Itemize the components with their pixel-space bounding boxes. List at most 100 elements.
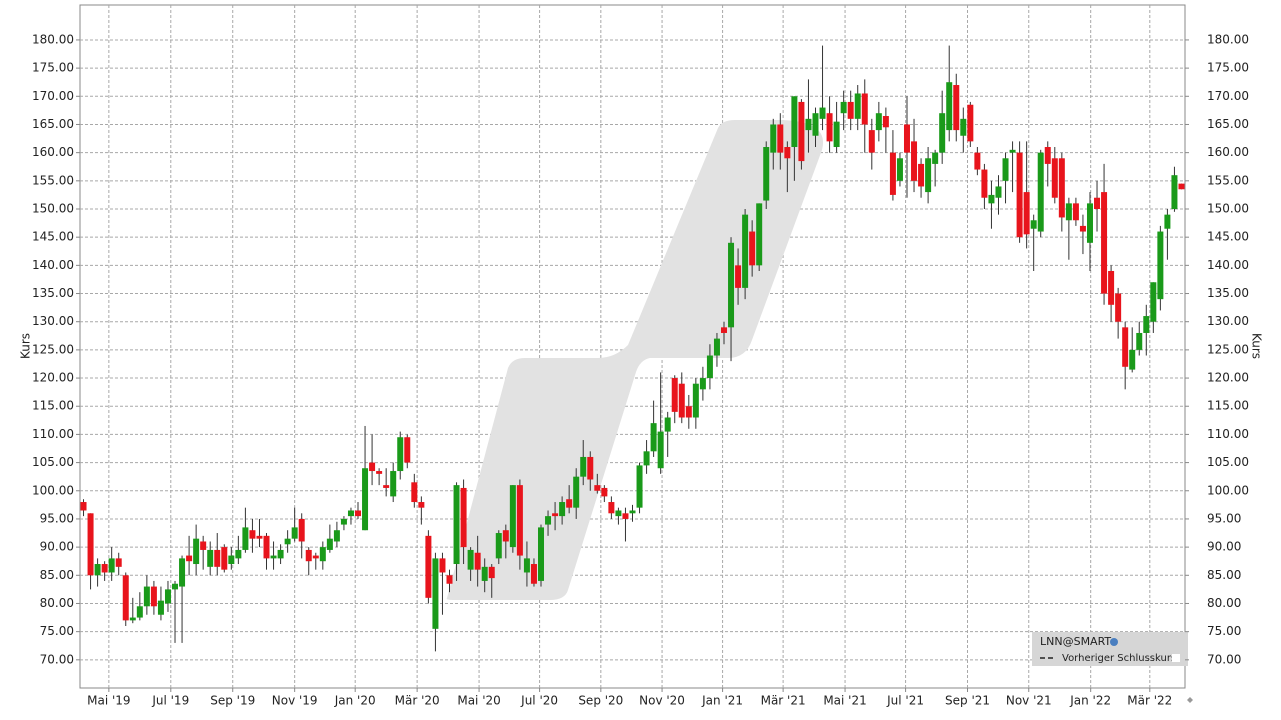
candle-body bbox=[249, 530, 256, 539]
candle-body bbox=[678, 383, 685, 418]
candle-body bbox=[580, 456, 587, 477]
y2-tick-label: 85.00 bbox=[1207, 568, 1241, 582]
candle-body bbox=[812, 113, 819, 136]
candle-body bbox=[193, 538, 200, 565]
x-tick-label: Mai '19 bbox=[87, 694, 130, 708]
candle-body bbox=[805, 118, 812, 131]
candle-body bbox=[369, 462, 376, 472]
x-tick-label: Jan '22 bbox=[1069, 694, 1111, 708]
y2-tick-label: 120.00 bbox=[1207, 371, 1249, 385]
candle-body bbox=[953, 85, 960, 131]
candle-body bbox=[150, 586, 157, 607]
candle-body bbox=[538, 527, 545, 581]
candle-body bbox=[1009, 149, 1016, 153]
y-tick-label: 145.00 bbox=[32, 230, 74, 244]
candle-body bbox=[826, 113, 833, 142]
candle-body bbox=[1150, 282, 1157, 322]
x-tick-label: Mai '21 bbox=[823, 694, 866, 708]
candle-body bbox=[101, 564, 108, 573]
y2-tick-label: 165.00 bbox=[1207, 117, 1249, 131]
candle-body bbox=[1171, 175, 1178, 209]
y-tick-label: 165.00 bbox=[32, 117, 74, 131]
y-tick-label: 180.00 bbox=[32, 32, 74, 46]
candle-body bbox=[404, 437, 411, 463]
candle-body bbox=[446, 575, 453, 584]
y2-tick-label: 130.00 bbox=[1207, 314, 1249, 328]
candle-body bbox=[1164, 214, 1171, 229]
candle-body bbox=[1122, 327, 1129, 367]
y2-tick-label: 100.00 bbox=[1207, 483, 1249, 497]
legend-title: LNN@SMART bbox=[1040, 635, 1111, 648]
x-tick-label: Jul '21 bbox=[886, 694, 924, 708]
candle-body bbox=[277, 549, 284, 559]
candle-body bbox=[622, 513, 629, 519]
candle-body bbox=[706, 355, 713, 379]
y-tick-label: 105.00 bbox=[32, 455, 74, 469]
candle-body bbox=[552, 513, 559, 517]
candle-body bbox=[1129, 349, 1136, 370]
candle-body bbox=[1086, 203, 1093, 243]
candle-body bbox=[474, 552, 481, 570]
candle-body bbox=[509, 485, 516, 548]
candle-body bbox=[840, 101, 847, 114]
legend-box bbox=[1032, 632, 1188, 666]
candle-body bbox=[1016, 152, 1023, 238]
candle-body bbox=[685, 406, 692, 418]
candle-body bbox=[720, 327, 727, 333]
candle-body bbox=[516, 485, 523, 556]
candle-body bbox=[235, 549, 242, 559]
candle-body bbox=[298, 518, 305, 542]
candle-body bbox=[1037, 152, 1044, 232]
candle-body bbox=[319, 547, 326, 562]
candle-body bbox=[425, 535, 432, 598]
candle-body bbox=[594, 485, 601, 491]
y-tick-label: 130.00 bbox=[32, 314, 74, 328]
x-tick-label: Sep '20 bbox=[578, 694, 623, 708]
candle-body bbox=[1002, 158, 1009, 181]
y-tick-label: 115.00 bbox=[32, 399, 74, 413]
y2-tick-label: 155.00 bbox=[1207, 173, 1249, 187]
candle-body bbox=[960, 118, 967, 136]
candle-body bbox=[650, 423, 657, 452]
candle-body bbox=[1108, 270, 1115, 305]
candle-body bbox=[312, 555, 319, 559]
y-tick-label: 80.00 bbox=[40, 596, 74, 610]
candle-body bbox=[157, 600, 164, 615]
candle-body bbox=[186, 555, 193, 562]
y2-tick-label: 160.00 bbox=[1207, 145, 1249, 159]
candle-body bbox=[340, 518, 347, 525]
y-tick-label: 155.00 bbox=[32, 173, 74, 187]
y-tick-label: 170.00 bbox=[32, 89, 74, 103]
x-tick-label: Jul '19 bbox=[151, 694, 189, 708]
candle-body bbox=[854, 93, 861, 119]
candle-body bbox=[326, 538, 333, 550]
y-tick-label: 70.00 bbox=[40, 652, 74, 666]
candle-body bbox=[1157, 231, 1164, 300]
candle-body bbox=[699, 378, 706, 390]
candle-body bbox=[875, 113, 882, 131]
candle-body bbox=[530, 564, 537, 584]
candle-body bbox=[242, 527, 249, 550]
candles bbox=[80, 45, 1185, 652]
candle-body bbox=[376, 471, 383, 474]
y-tick-label: 110.00 bbox=[32, 427, 74, 441]
candle-body bbox=[1072, 203, 1079, 221]
candle-body bbox=[791, 96, 798, 148]
candle-body bbox=[453, 485, 460, 565]
candle-body bbox=[819, 107, 826, 119]
y2-tick-label: 180.00 bbox=[1207, 32, 1249, 46]
candle-body bbox=[263, 535, 270, 559]
candle-body bbox=[1143, 316, 1150, 333]
candle-body bbox=[523, 558, 530, 573]
candle-body bbox=[1101, 192, 1108, 294]
candle-body bbox=[545, 516, 552, 525]
x-tick-label: Jan '21 bbox=[701, 694, 743, 708]
candle-body bbox=[911, 141, 918, 181]
candle-body bbox=[967, 104, 974, 142]
candle-body bbox=[87, 513, 94, 576]
candle-body bbox=[214, 549, 221, 567]
pattern-highlight bbox=[446, 120, 824, 600]
y-tick-label: 135.00 bbox=[32, 286, 74, 300]
y-tick-label: 140.00 bbox=[32, 258, 74, 272]
